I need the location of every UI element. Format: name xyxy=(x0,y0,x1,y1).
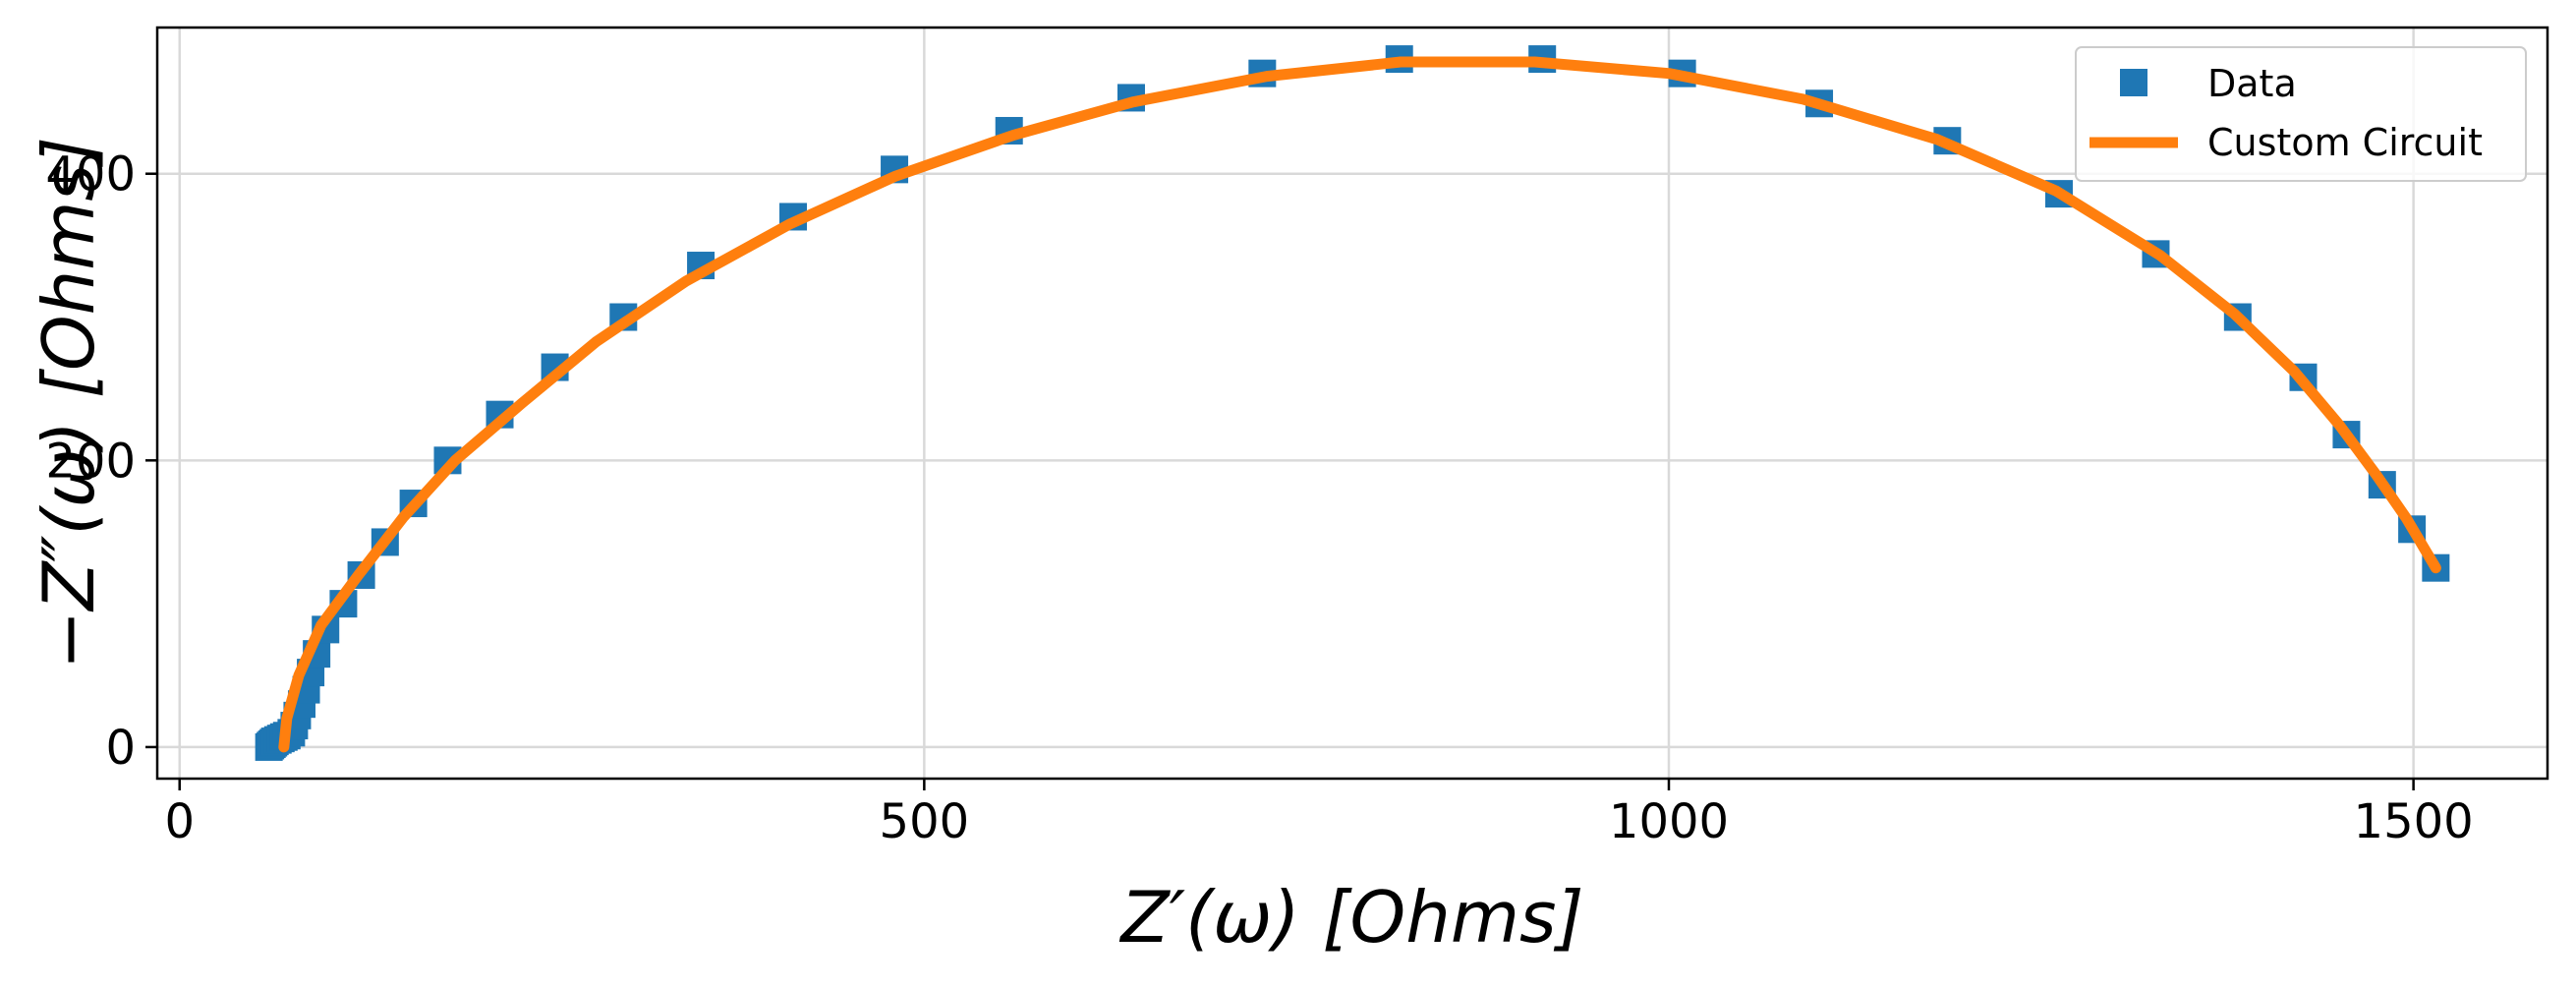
legend: Data Custom Circuit xyxy=(2075,46,2527,182)
grid-lines xyxy=(157,28,2547,779)
y-axis-title: −Z″(ω) [Ohms] xyxy=(28,137,110,669)
plot-frame xyxy=(155,26,2549,781)
axis-ticks: 0 500 1000 1500 0 200 400 xyxy=(45,147,2473,849)
y-tick-label: 0 xyxy=(105,721,136,776)
x-tick-label: 1500 xyxy=(2354,794,2474,849)
legend-label-data: Data xyxy=(2207,62,2297,105)
legend-data-marker xyxy=(2120,69,2147,96)
legend-box xyxy=(2075,46,2527,182)
x-tick-label: 0 xyxy=(164,794,195,849)
legend-label-custom-circuit: Custom Circuit xyxy=(2207,121,2483,164)
x-tick-label: 1000 xyxy=(1609,794,1729,849)
y-tick-label: 200 xyxy=(45,434,136,489)
x-axis-title: Z′(ω) [Ohms] xyxy=(1118,876,1583,959)
custom-circuit-line xyxy=(278,56,2441,753)
custom-circuit-series xyxy=(278,56,2441,753)
y-tick-label: 400 xyxy=(45,147,136,203)
x-tick-label: 500 xyxy=(880,794,970,849)
